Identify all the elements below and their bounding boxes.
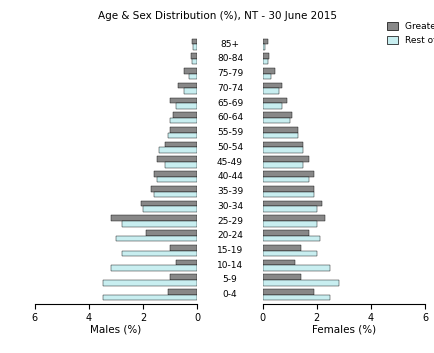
Bar bbox=[157, 177, 197, 183]
Bar bbox=[263, 274, 300, 280]
Bar bbox=[165, 142, 197, 147]
Bar bbox=[122, 251, 197, 256]
Bar bbox=[263, 201, 322, 206]
Bar bbox=[170, 127, 197, 133]
Bar bbox=[263, 192, 314, 197]
Bar bbox=[165, 162, 197, 168]
Bar bbox=[191, 53, 197, 59]
Bar bbox=[263, 265, 330, 271]
Bar bbox=[176, 260, 197, 265]
Text: 85+: 85+ bbox=[220, 40, 240, 49]
Text: 25-29: 25-29 bbox=[217, 216, 243, 226]
X-axis label: Males (%): Males (%) bbox=[90, 325, 142, 335]
Text: 15-19: 15-19 bbox=[217, 246, 243, 255]
Bar bbox=[263, 251, 317, 256]
Bar bbox=[263, 88, 279, 94]
Bar bbox=[263, 103, 282, 109]
Bar bbox=[263, 206, 317, 212]
Bar bbox=[263, 127, 298, 133]
Bar bbox=[151, 186, 197, 192]
Bar bbox=[263, 221, 317, 227]
Bar bbox=[189, 74, 197, 79]
Text: 35-39: 35-39 bbox=[217, 187, 243, 196]
Text: 30-34: 30-34 bbox=[217, 202, 243, 211]
Bar bbox=[263, 162, 303, 168]
Bar bbox=[263, 53, 270, 59]
Bar bbox=[102, 295, 197, 300]
Bar bbox=[184, 68, 197, 74]
Text: 55-59: 55-59 bbox=[217, 128, 243, 137]
Bar bbox=[111, 215, 197, 221]
Legend: Greater Darwin, Rest of NT: Greater Darwin, Rest of NT bbox=[383, 18, 434, 48]
Text: 20-24: 20-24 bbox=[217, 231, 243, 240]
Bar bbox=[263, 171, 314, 177]
Bar bbox=[170, 274, 197, 280]
Bar bbox=[263, 177, 309, 183]
Bar bbox=[184, 88, 197, 94]
Bar bbox=[192, 38, 197, 44]
Bar bbox=[263, 230, 309, 236]
Text: 40-44: 40-44 bbox=[217, 172, 243, 181]
Text: 10-14: 10-14 bbox=[217, 261, 243, 270]
Bar bbox=[263, 215, 325, 221]
Text: 65-69: 65-69 bbox=[217, 98, 243, 108]
Text: 80-84: 80-84 bbox=[217, 54, 243, 64]
Text: 5-9: 5-9 bbox=[223, 275, 237, 285]
Bar bbox=[157, 156, 197, 162]
Bar bbox=[263, 245, 300, 251]
Text: 75-79: 75-79 bbox=[217, 69, 243, 78]
Bar bbox=[263, 59, 268, 65]
Bar bbox=[176, 103, 197, 109]
Bar bbox=[263, 133, 298, 138]
Bar bbox=[122, 221, 197, 227]
Bar bbox=[263, 68, 275, 74]
Bar bbox=[178, 83, 197, 88]
Bar bbox=[168, 133, 197, 138]
Bar bbox=[263, 74, 271, 79]
Bar bbox=[263, 295, 330, 300]
Text: 70-74: 70-74 bbox=[217, 84, 243, 93]
Bar bbox=[263, 83, 282, 88]
Bar bbox=[146, 230, 197, 236]
Bar bbox=[263, 156, 309, 162]
Bar bbox=[263, 260, 295, 265]
Bar bbox=[173, 112, 197, 118]
Bar bbox=[263, 44, 265, 50]
Bar bbox=[263, 118, 290, 124]
Bar bbox=[143, 206, 197, 212]
Bar bbox=[154, 171, 197, 177]
Bar bbox=[263, 236, 319, 241]
Bar bbox=[170, 245, 197, 251]
Bar bbox=[102, 280, 197, 286]
Bar bbox=[263, 289, 314, 295]
Bar bbox=[194, 44, 197, 50]
Bar bbox=[263, 280, 339, 286]
Bar bbox=[111, 265, 197, 271]
Bar bbox=[192, 59, 197, 65]
Text: 50-54: 50-54 bbox=[217, 143, 243, 152]
Bar bbox=[170, 97, 197, 103]
Text: 0-4: 0-4 bbox=[223, 290, 237, 299]
Bar bbox=[154, 192, 197, 197]
Bar bbox=[263, 38, 268, 44]
Text: Age & Sex Distribution (%), NT - 30 June 2015: Age & Sex Distribution (%), NT - 30 June… bbox=[98, 11, 336, 20]
Bar bbox=[160, 147, 197, 153]
Bar bbox=[141, 201, 197, 206]
Bar bbox=[116, 236, 197, 241]
Bar bbox=[170, 118, 197, 124]
X-axis label: Females (%): Females (%) bbox=[312, 325, 376, 335]
Bar bbox=[263, 142, 303, 147]
Text: 60-64: 60-64 bbox=[217, 113, 243, 122]
Text: 45-49: 45-49 bbox=[217, 157, 243, 167]
Bar bbox=[263, 112, 293, 118]
Bar bbox=[168, 289, 197, 295]
Bar bbox=[263, 147, 303, 153]
Bar bbox=[263, 97, 287, 103]
Bar bbox=[263, 186, 314, 192]
